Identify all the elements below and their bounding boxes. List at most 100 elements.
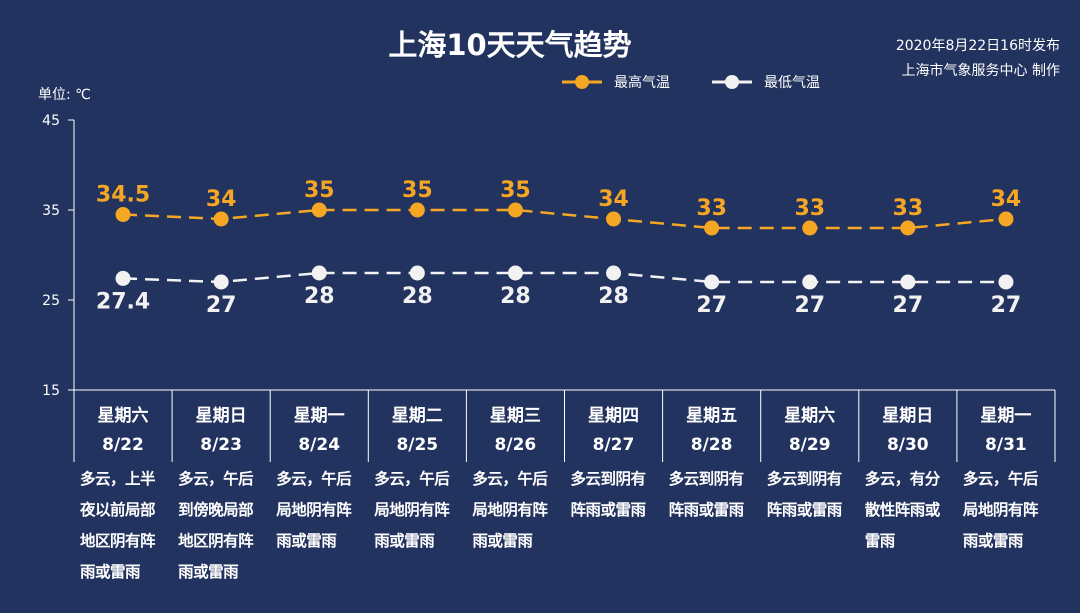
data-label: 28: [304, 284, 335, 309]
date-label: 8/28: [690, 435, 733, 455]
day-header: 星期五 8/28: [663, 402, 761, 460]
description-line: 多云，午后: [472, 470, 548, 488]
weather-description: 多云到阴有阵雨或雷雨: [571, 464, 663, 526]
y-tick-label: 45: [42, 113, 60, 129]
data-point: [704, 274, 720, 290]
data-label: 27: [991, 293, 1022, 318]
issue-time: 2020年8月22日16时发布: [895, 38, 1060, 54]
description-line: 雷雨: [864, 532, 896, 550]
description-line: 多云，午后: [962, 470, 1039, 488]
data-label: 34.5: [96, 183, 150, 208]
data-label: 33: [893, 196, 924, 221]
description-line: 多云，午后: [374, 470, 450, 488]
date-label: 8/27: [592, 435, 635, 455]
data-point: [311, 202, 327, 218]
data-point: [507, 202, 523, 218]
legend-low-label: 最低气温: [764, 75, 820, 91]
data-point: [409, 265, 425, 281]
data-point: [704, 220, 720, 236]
date-label: 8/24: [298, 435, 341, 455]
description-line: 多云，上半: [80, 470, 156, 488]
weekday-label: 星期三: [489, 406, 541, 426]
legend-high-marker: [562, 75, 602, 89]
weather-description: 多云，有分 散性阵雨或 雷雨: [865, 464, 957, 557]
y-tick-label: 15: [42, 383, 60, 399]
weekday-label: 星期五: [686, 406, 738, 426]
day-header: 星期四 8/27: [565, 402, 663, 460]
description-line: 雨或雷雨: [374, 532, 435, 550]
day-header: 星期一 8/31: [957, 402, 1055, 460]
description-line: 多云，午后: [178, 470, 254, 488]
legend-low: 最低气温: [710, 72, 820, 92]
data-label: 33: [696, 196, 727, 221]
data-label: 34: [991, 187, 1022, 212]
description-line: 局地阴有阵: [472, 501, 548, 519]
description-line: 夜以前局部: [80, 501, 156, 519]
data-point: [606, 265, 622, 281]
date-label: 8/30: [886, 435, 929, 455]
y-tick-label: 35: [42, 203, 60, 219]
data-point: [900, 220, 916, 236]
series-line-high: [122, 208, 1007, 230]
legend-high-label: 最高气温: [614, 75, 670, 91]
weather-description: 多云，午后 局地阴有阵 雨或雷雨: [374, 464, 466, 557]
description-line: 多云到阴有: [570, 470, 647, 488]
date-label: 8/22: [102, 435, 144, 455]
day-header: 星期六 8/29: [761, 402, 859, 460]
data-label: 35: [500, 178, 531, 203]
description-line: 雨或雷雨: [80, 563, 141, 581]
data-point: [606, 211, 622, 227]
description-line: 到傍晚局部: [178, 501, 254, 519]
description-line: 雨或雷雨: [276, 532, 337, 550]
day-header: 星期日 8/30: [859, 402, 957, 460]
description-line: 阵雨或雷雨: [570, 501, 647, 519]
description-line: 雨或雷雨: [472, 532, 533, 550]
data-point: [213, 274, 229, 290]
description-line: 地区阴有阵: [80, 532, 156, 550]
description-line: 多云，有分: [864, 470, 941, 488]
data-point: [409, 202, 425, 218]
weekday-label: 星期六: [97, 406, 149, 426]
day-header: 星期一 8/24: [270, 402, 368, 460]
description-line: 地区阴有阵: [178, 532, 254, 550]
chart-title: 上海10天天气趋势: [388, 28, 632, 62]
data-point: [998, 211, 1014, 227]
y-tick-label: 25: [42, 293, 60, 309]
description-line: 局地阴有阵: [962, 501, 1039, 519]
day-header: 星期六 8/22: [74, 402, 172, 460]
data-point: [115, 270, 131, 286]
legend-high: 最高气温: [560, 72, 670, 92]
data-point: [213, 211, 229, 227]
description-line: 阵雨或雷雨: [668, 501, 745, 519]
description-line: 多云到阴有: [766, 470, 843, 488]
date-label: 8/29: [788, 435, 831, 455]
legend-low-marker: [712, 75, 752, 89]
data-point: [507, 265, 523, 281]
weekday-label: 星期六: [784, 406, 836, 426]
data-label: 34: [206, 187, 237, 212]
weekday-label: 星期一: [293, 406, 345, 426]
weather-description: 多云，午后到傍晚局部地区阴有阵雨或雷雨: [178, 464, 270, 588]
description-line: 雨或雷雨: [178, 563, 239, 581]
day-header: 星期日 8/23: [172, 402, 270, 460]
data-label: 28: [500, 284, 531, 309]
data-label: 27.4: [96, 289, 150, 314]
weekday-label: 星期日: [882, 406, 934, 426]
data-label: 28: [402, 284, 433, 309]
description-line: 局地阴有阵: [276, 501, 352, 519]
weather-description: 多云，午后 局地阴有阵 雨或雷雨: [276, 464, 368, 557]
description-line: 多云到阴有: [668, 470, 745, 488]
weekday-label: 星期四: [588, 406, 639, 426]
data-label: 27: [206, 293, 237, 318]
weather-description: 多云，上半夜以前局部地区阴有阵雨或雷雨: [80, 464, 172, 588]
data-label: 27: [794, 293, 825, 318]
description-line: 雨或雷雨: [962, 532, 1024, 550]
day-header: 星期三 8/26: [466, 402, 564, 460]
issue-info: 2020年8月22日16时发布 上海市气象服务中心 制作: [896, 34, 1060, 84]
data-point: [802, 220, 818, 236]
unit-label: 单位: ℃: [38, 87, 91, 103]
data-point: [311, 265, 327, 281]
data-point: [998, 274, 1014, 290]
